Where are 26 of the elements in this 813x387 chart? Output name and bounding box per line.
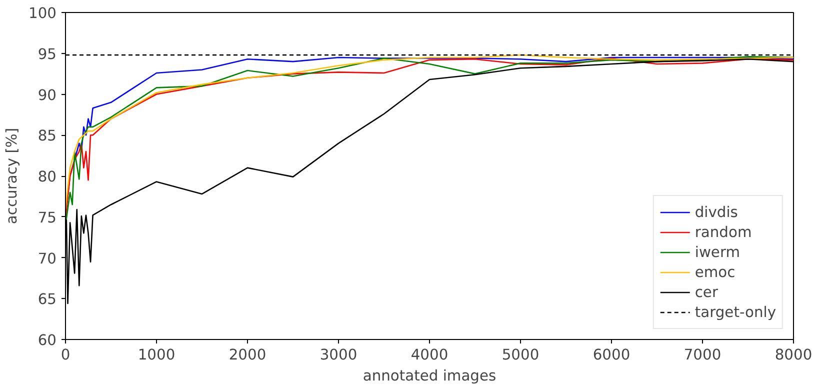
legend-label: target-only (694, 304, 776, 320)
x-tick-label: 1000 (138, 346, 176, 364)
x-tick-label: 5000 (502, 346, 540, 364)
y-tick-label: 100 (28, 5, 57, 22)
x-tick-label: 3000 (320, 346, 358, 364)
y-tick-label: 70 (38, 250, 57, 268)
y-tick-label: 80 (38, 168, 57, 186)
y-tick-label: 60 (38, 332, 57, 349)
y-tick-label: 95 (38, 46, 57, 63)
x-tick-label: 2000 (228, 346, 266, 364)
legend-label: emoc (694, 264, 736, 280)
y-axis-title: accuracy [%] (4, 128, 21, 224)
x-tick-label: 6000 (592, 346, 630, 364)
y-tick-label: 75 (38, 209, 57, 226)
x-tick-label: 7000 (684, 346, 722, 364)
y-tick-label: 85 (38, 128, 57, 145)
x-axis-title: annotated images (362, 368, 496, 384)
legend-label: cer (694, 284, 718, 300)
x-tick-label: 4000 (410, 346, 448, 364)
legend-label: divdis (694, 204, 738, 220)
x-tick-label: 8000 (774, 346, 812, 364)
legend-label: iwerm (694, 244, 740, 260)
y-tick-label: 65 (38, 291, 57, 308)
legend-label: random (694, 224, 752, 240)
x-tick-label: 0 (60, 346, 70, 364)
y-tick-label: 90 (38, 86, 57, 104)
